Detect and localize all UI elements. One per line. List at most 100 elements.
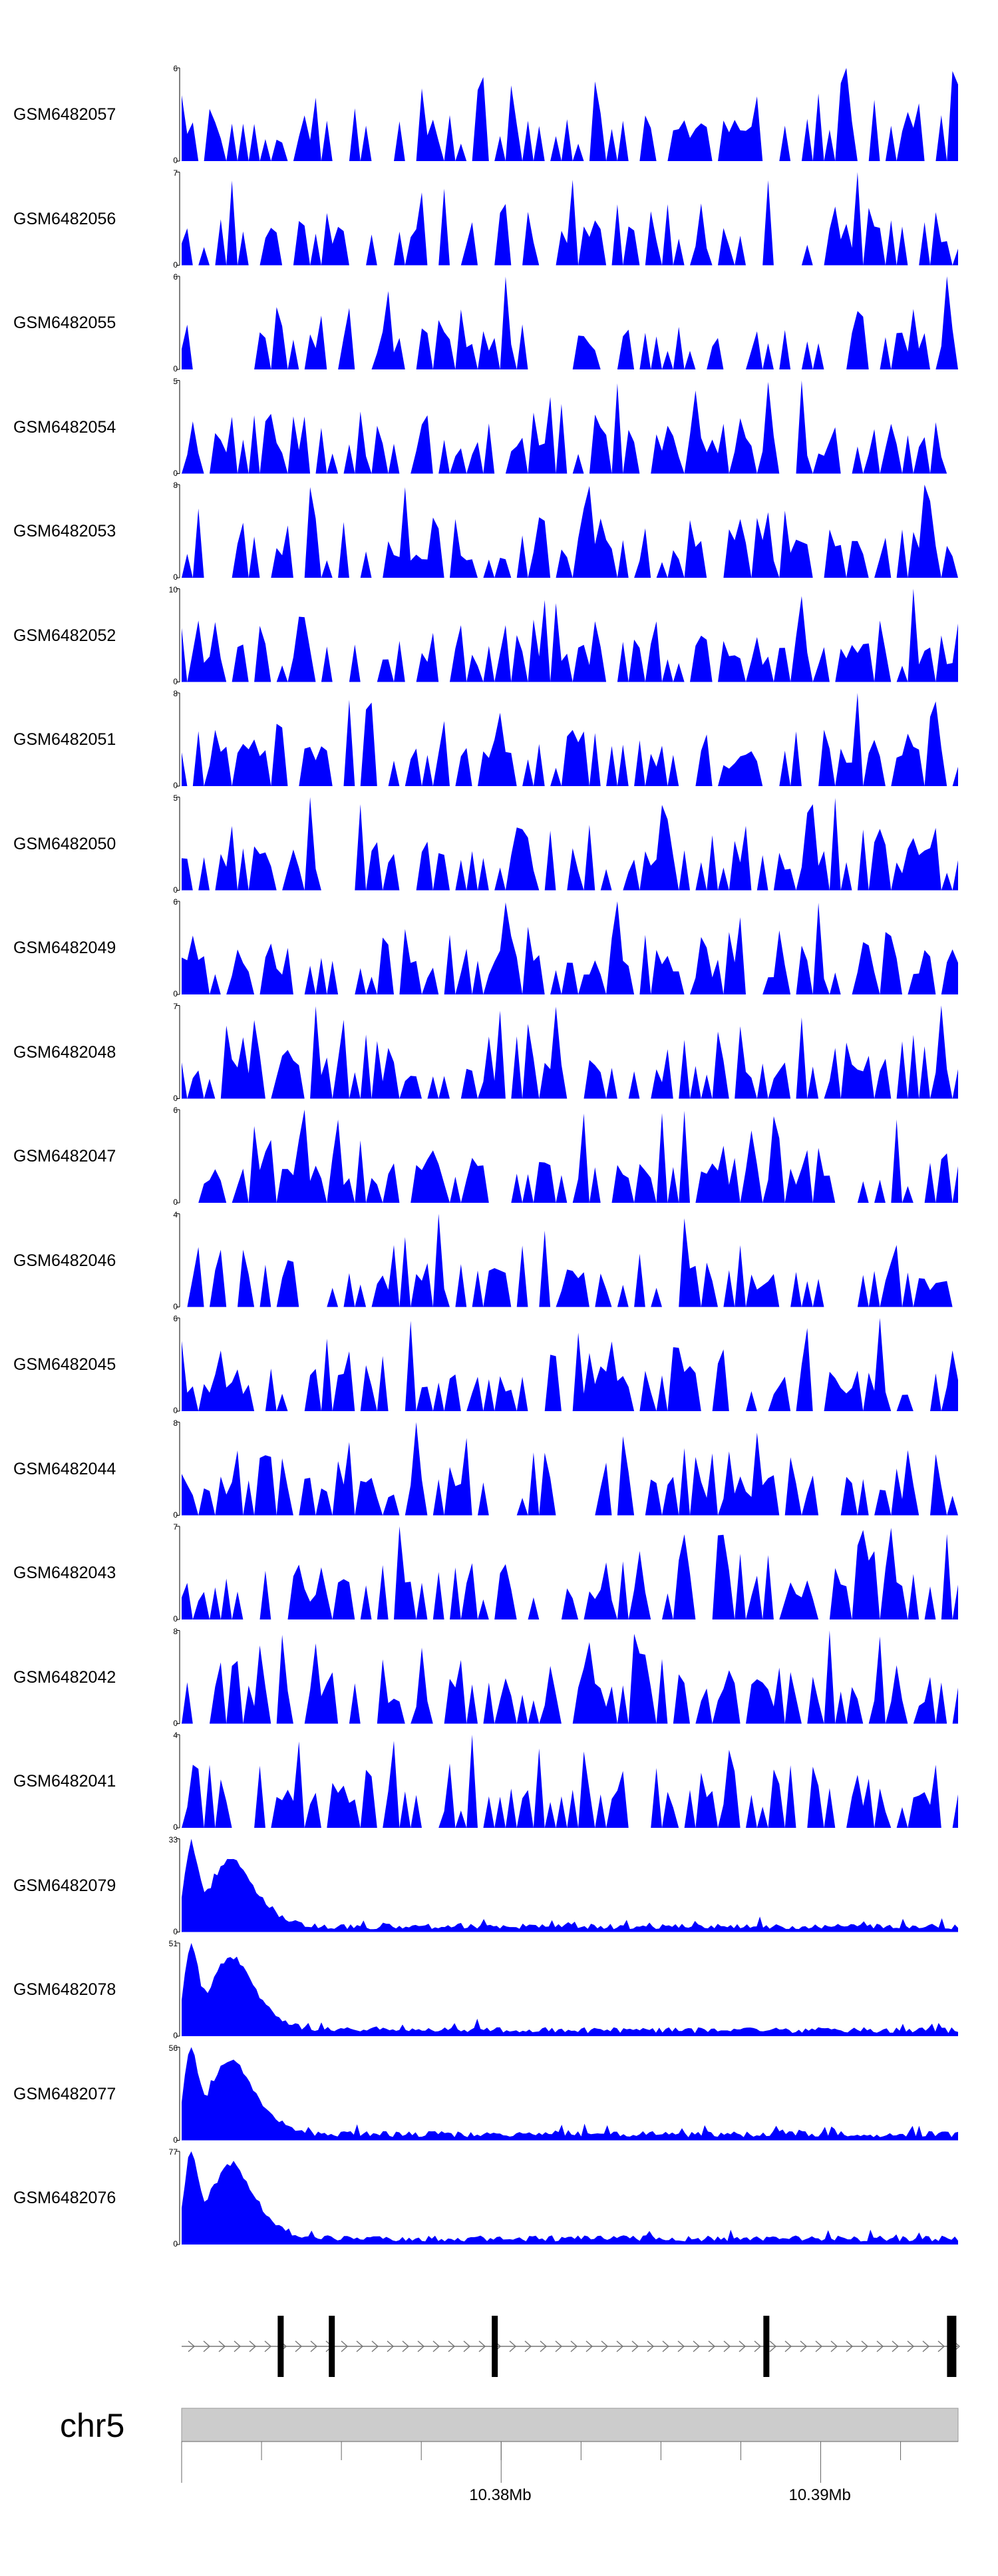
exon-block: [277, 2316, 284, 2377]
y-tick-max: 5: [173, 376, 178, 386]
y-tick-max: 4: [173, 1209, 178, 1219]
strand-arrow: [800, 2340, 808, 2352]
strand-arrow: [616, 2340, 624, 2352]
strand-arrow: [478, 2340, 486, 2352]
strand-arrow: [815, 2340, 823, 2352]
exon-block: [947, 2316, 957, 2377]
track-label: GSM6482051: [13, 730, 116, 749]
y-tick-zero: 0: [173, 572, 178, 582]
y-tick-zero: 0: [173, 1823, 178, 1832]
y-tick-zero: 0: [173, 260, 178, 270]
y-tick-max: 8: [173, 1626, 178, 1636]
strand-arrow: [922, 2340, 930, 2352]
y-tick-zero: 0: [173, 2135, 178, 2145]
strand-arrow: [876, 2340, 884, 2352]
exon-block: [763, 2316, 770, 2377]
strand-arrow: [570, 2340, 578, 2352]
exon-block: [492, 2316, 498, 2377]
y-tick-max: 7: [173, 1522, 178, 1532]
y-tick-max: 6: [173, 897, 178, 907]
track-label: GSM6482077: [13, 2084, 116, 2103]
track-label: GSM6482042: [13, 1667, 116, 1687]
signal-area-GSM6482057: [182, 68, 958, 161]
y-tick-max: 8: [173, 689, 178, 698]
strand-arrow: [417, 2340, 425, 2352]
y-tick-max: 4: [173, 1731, 178, 1740]
track-label: GSM6482049: [13, 939, 116, 957]
signal-area-GSM6482077: [182, 2047, 958, 2141]
strand-arrow: [662, 2340, 670, 2352]
y-tick-max: 6: [173, 64, 178, 73]
strand-arrow: [234, 2340, 242, 2352]
track-label: GSM6482078: [13, 1980, 116, 1999]
strand-arrow: [754, 2340, 762, 2352]
y-tick-max: 6: [173, 1314, 178, 1323]
x-tick-label: 10.39Mb: [788, 2486, 851, 2504]
strand-arrow: [387, 2340, 395, 2352]
y-tick-zero: 0: [173, 2239, 178, 2249]
strand-arrow: [371, 2340, 379, 2352]
track-label: GSM6482076: [13, 2189, 116, 2207]
strand-arrow: [830, 2340, 838, 2352]
signal-area-GSM6482052: [182, 588, 958, 682]
strand-arrow: [631, 2340, 639, 2352]
strand-arrow: [509, 2340, 517, 2352]
strand-arrow: [341, 2340, 349, 2352]
y-tick-max: 51: [168, 1939, 178, 1948]
strand-arrow: [601, 2340, 609, 2352]
y-tick-zero: 0: [173, 1301, 178, 1311]
strand-arrow: [861, 2340, 869, 2352]
strand-arrow: [356, 2340, 364, 2352]
y-tick-max: 56: [168, 2043, 178, 2053]
y-tick-zero: 0: [173, 676, 178, 686]
strand-arrow: [295, 2340, 303, 2352]
strand-arrow: [739, 2340, 747, 2352]
y-tick-zero: 0: [173, 2031, 178, 2040]
strand-arrow: [892, 2340, 900, 2352]
y-tick-max: 10: [168, 584, 178, 594]
strand-arrow: [555, 2340, 563, 2352]
track-label: GSM6482057: [13, 105, 116, 124]
signal-area-GSM6482055: [182, 276, 958, 369]
strand-arrow: [585, 2340, 593, 2352]
signal-area-GSM6482042: [182, 1630, 958, 1724]
strand-arrow: [310, 2340, 318, 2352]
signal-area-GSM6482049: [182, 901, 958, 994]
strand-arrow: [402, 2340, 410, 2352]
signal-area-GSM6482054: [182, 380, 958, 474]
y-tick-zero: 0: [173, 156, 178, 165]
y-tick-max: 7: [173, 168, 178, 178]
strand-arrow: [540, 2340, 548, 2352]
strand-arrow: [524, 2340, 532, 2352]
strand-arrow: [249, 2340, 257, 2352]
signal-area-GSM6482076: [182, 2151, 958, 2245]
strand-arrow: [264, 2340, 272, 2352]
y-tick-max: 8: [173, 1418, 178, 1428]
signal-area-GSM6482046: [182, 1213, 958, 1307]
signal-area-GSM6482050: [182, 797, 958, 891]
strand-arrow: [723, 2340, 731, 2352]
y-tick-max: 77: [168, 2147, 178, 2157]
strand-arrow: [448, 2340, 456, 2352]
track-label: GSM6482041: [13, 1772, 116, 1791]
strand-arrow: [907, 2340, 915, 2352]
signal-area-GSM6482047: [182, 1110, 958, 1203]
strand-arrow: [218, 2340, 226, 2352]
track-label: GSM6482053: [13, 522, 116, 540]
strand-arrow: [693, 2340, 701, 2352]
strand-arrow: [846, 2340, 854, 2352]
y-tick-zero: 0: [173, 1510, 178, 1520]
y-tick-zero: 0: [173, 781, 178, 790]
y-tick-zero: 0: [173, 1718, 178, 1728]
y-tick-zero: 0: [173, 885, 178, 895]
y-tick-zero: 0: [173, 1614, 178, 1623]
strand-arrow: [677, 2340, 685, 2352]
y-tick-max: 33: [168, 1834, 178, 1844]
signal-area-GSM6482056: [182, 172, 958, 266]
y-tick-max: 6: [173, 272, 178, 282]
y-tick-max: 5: [173, 793, 178, 803]
strand-arrow: [188, 2340, 196, 2352]
signal-area-GSM6482053: [182, 485, 958, 578]
signal-area-GSM6482043: [182, 1526, 958, 1619]
